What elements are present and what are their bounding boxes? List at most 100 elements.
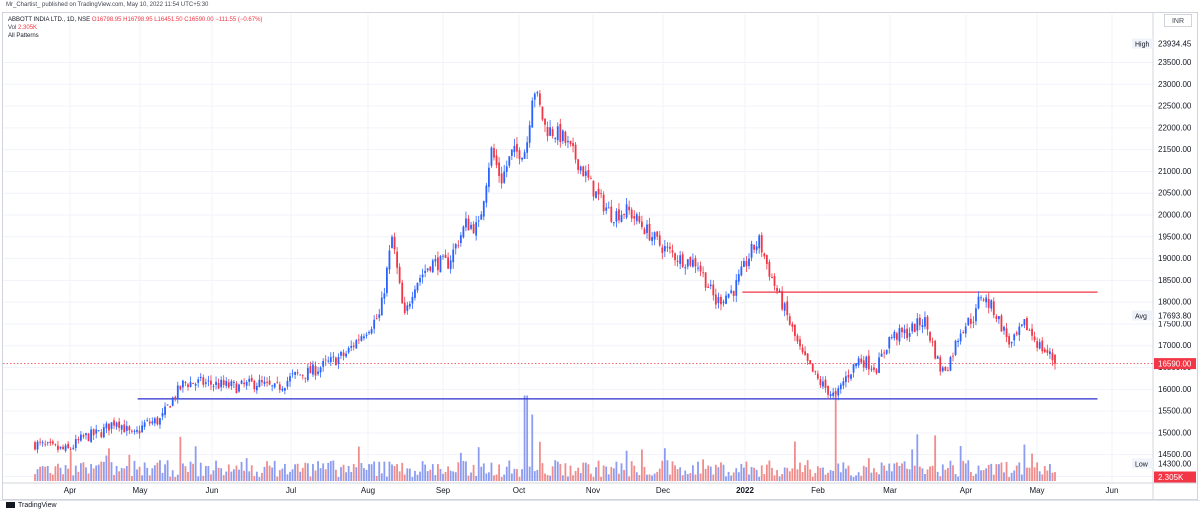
volume-bar: [360, 463, 363, 481]
high-value: 23934.45: [1158, 40, 1192, 49]
volume-bar: [567, 476, 569, 481]
volume-bar: [541, 463, 544, 481]
candle-body: [335, 357, 337, 366]
volume-bar: [1033, 467, 1036, 481]
volume-bar: [796, 469, 799, 481]
volume-bar: [197, 476, 200, 481]
volume-bar: [465, 461, 467, 481]
volume-bar: [839, 472, 842, 481]
volume-bar: [689, 473, 692, 481]
candle-body: [865, 356, 868, 368]
volume-bar: [819, 468, 822, 481]
candle-body: [962, 331, 965, 333]
low-label: Low: [1135, 461, 1149, 468]
candle-body: [143, 422, 146, 427]
candle-body: [536, 92, 539, 94]
candle-body: [324, 359, 327, 361]
volume-bar: [998, 464, 1000, 481]
candle-body: [801, 347, 804, 353]
volume-bar: [661, 460, 664, 481]
volume-bar: [824, 474, 827, 481]
y-tick-label: 20500.00: [1158, 189, 1192, 198]
volume-bar: [913, 465, 916, 481]
candle-body: [182, 380, 184, 388]
candle-body: [579, 166, 582, 171]
volume-bar: [424, 464, 427, 481]
candle-body: [439, 256, 442, 273]
volume-bar: [44, 466, 47, 481]
candle-body: [551, 129, 554, 137]
avg-label-bg: [1132, 310, 1153, 321]
candle-body: [658, 235, 661, 246]
candle-body: [944, 366, 947, 371]
candle-body: [531, 100, 534, 128]
candle-body: [758, 235, 761, 249]
volume-bar: [702, 459, 704, 481]
volume-bar: [69, 451, 72, 481]
volume-bar: [533, 471, 536, 481]
candle-body: [488, 167, 490, 187]
candle-body: [546, 127, 549, 137]
volume-bar: [146, 467, 149, 481]
candle-body: [918, 317, 921, 326]
volume-bar: [449, 470, 452, 481]
candle-body: [179, 385, 182, 390]
volume-bar: [572, 475, 574, 481]
volume-bar: [503, 474, 506, 481]
volume-bar: [225, 471, 228, 481]
x-tick-label: Jun: [1106, 486, 1119, 495]
candle-body: [541, 106, 544, 120]
volume-bar: [605, 466, 608, 481]
volume-bar: [714, 464, 717, 481]
volume-bar: [786, 467, 789, 481]
candle-body: [125, 426, 128, 431]
volume-bar: [1010, 472, 1013, 481]
volume-bar: [110, 462, 113, 481]
currency-badge[interactable]: INR: [1164, 14, 1192, 27]
volume-bar: [370, 464, 373, 481]
candle-body: [896, 333, 898, 340]
candle-body: [977, 296, 980, 309]
candle-body: [46, 442, 49, 444]
candle-body: [834, 391, 837, 395]
chart-frame[interactable]: [2, 12, 1198, 500]
candle-body: [582, 166, 585, 177]
volume-bar: [90, 464, 92, 481]
volume-bar: [235, 465, 238, 481]
candle-body: [931, 341, 934, 343]
candle-body: [714, 294, 717, 305]
volume-bar: [638, 474, 641, 481]
volume-bar: [518, 476, 521, 481]
volume-bar: [758, 476, 761, 481]
legend-indicator[interactable]: All Patterns: [8, 33, 39, 39]
candle-body: [510, 149, 513, 156]
candle-body: [924, 317, 926, 327]
candle-body: [449, 260, 452, 270]
volume-bar: [485, 473, 488, 481]
volume-bar: [618, 473, 620, 481]
candle-body: [102, 427, 105, 438]
candle-body: [97, 430, 100, 432]
volume-bar: [523, 395, 526, 481]
candle-body: [735, 280, 738, 296]
candle-body: [959, 333, 962, 342]
volume-bar: [801, 472, 804, 481]
volume-bar: [421, 461, 424, 481]
volume-bar: [809, 469, 812, 481]
volume-bar: [444, 471, 447, 481]
candle-body: [982, 299, 985, 301]
candle-body: [1038, 342, 1041, 349]
candle-body: [781, 291, 784, 310]
volume-bar: [350, 471, 353, 481]
candle-body: [398, 266, 401, 283]
volume-bar: [1023, 444, 1026, 481]
line-layer: [3, 291, 1153, 400]
candle-body: [755, 246, 758, 251]
candle-body: [832, 392, 835, 396]
volume-bar: [755, 469, 758, 481]
volume-bar: [847, 465, 850, 481]
candle-body: [720, 296, 722, 305]
volume-bar: [340, 467, 342, 481]
volume-bar: [745, 461, 748, 481]
